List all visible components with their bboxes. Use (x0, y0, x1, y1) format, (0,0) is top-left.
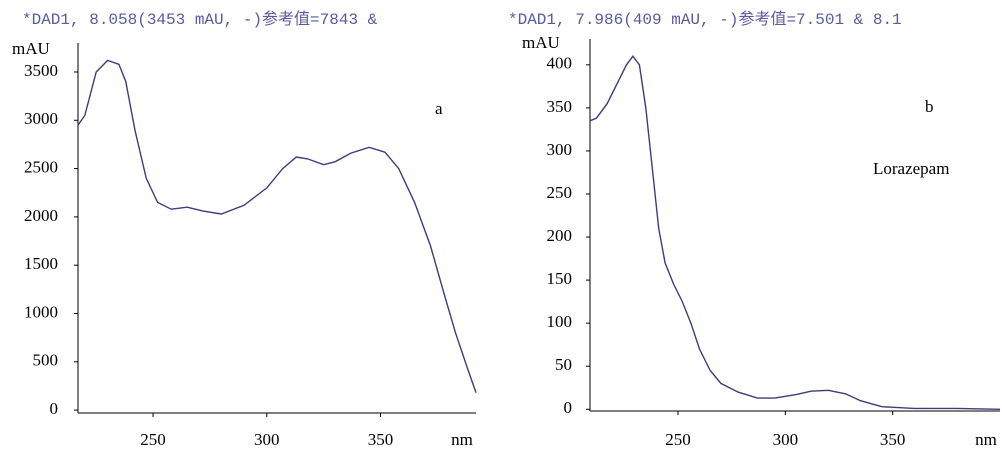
y-axis-label: mAU (12, 39, 50, 58)
y-tick-label: 2000 (24, 206, 58, 225)
annotation: b (925, 97, 934, 116)
spectrum-line (589, 55, 1001, 410)
y-tick-label: 400 (547, 54, 573, 73)
y-tick-label: 500 (33, 351, 59, 370)
annotation: Lorazepam (873, 159, 949, 178)
y-tick-label: 300 (547, 140, 573, 159)
y-tick-label: 2500 (24, 157, 58, 176)
x-tick-label: 300 (254, 430, 280, 449)
y-tick-label: 50 (555, 355, 572, 374)
x-tick-label: 250 (665, 430, 691, 449)
x-tick-label: 350 (880, 430, 906, 449)
y-tick-label: 350 (547, 97, 573, 116)
y-axis-label: mAU (522, 33, 560, 52)
y-tick-label: 3000 (24, 109, 58, 128)
chart-title: *DAD1, 7.986(409 mAU, -)参考值=7.501 & 8.1 (508, 10, 902, 29)
x-axis-label: nm (451, 430, 473, 449)
y-tick-label: 100 (547, 312, 573, 331)
y-tick-label: 0 (564, 398, 573, 417)
y-tick-label: 250 (547, 183, 573, 202)
x-axis-label: nm (975, 430, 997, 449)
annotation: a (435, 99, 443, 118)
chart-title: *DAD1, 8.058(3453 mAU, -)参考值=7843 & (22, 10, 378, 29)
x-tick-label: 350 (368, 430, 394, 449)
y-tick-label: 1000 (24, 302, 58, 321)
x-tick-label: 300 (773, 430, 799, 449)
spectrum-line (77, 59, 477, 393)
x-tick-label: 250 (140, 430, 166, 449)
y-tick-label: 1500 (24, 254, 58, 273)
y-tick-label: 200 (547, 226, 573, 245)
y-tick-label: 0 (50, 399, 59, 418)
y-tick-label: 150 (547, 269, 573, 288)
y-tick-label: 3500 (24, 61, 58, 80)
